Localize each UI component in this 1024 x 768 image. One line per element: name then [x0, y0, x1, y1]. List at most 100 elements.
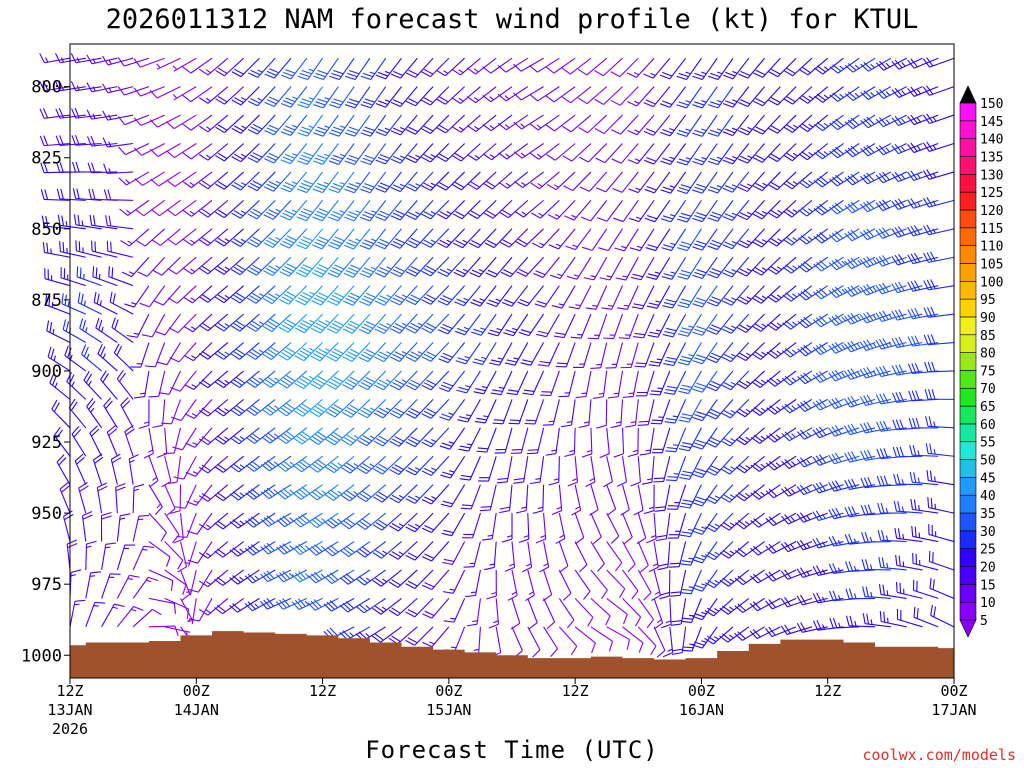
barb-half-feather: [304, 573, 310, 578]
barb-feather: [753, 490, 763, 498]
barb-staff: [224, 86, 245, 105]
barb-feather: [583, 590, 591, 600]
wind-barb: [71, 425, 87, 457]
wind-barb: [490, 370, 513, 396]
wind-barb: [96, 482, 108, 514]
barb-feather: [294, 327, 305, 334]
barb-feather: [407, 609, 418, 615]
barb-feather: [707, 551, 718, 558]
barb-feather: [736, 298, 747, 305]
barb-staff: [131, 256, 150, 277]
wind-barb: [311, 256, 339, 278]
barb-feather: [294, 355, 305, 362]
wind-barb: [421, 512, 450, 533]
barb-staff: [237, 541, 260, 557]
barb-feather: [89, 214, 93, 226]
barb-feather: [215, 240, 225, 247]
barb-feather: [631, 590, 639, 600]
barb-feather: [768, 571, 777, 581]
barb-feather: [765, 545, 774, 554]
barb-feather: [251, 404, 261, 412]
barb-feather: [342, 575, 352, 583]
barb-feather: [317, 375, 328, 383]
barb-staff: [772, 597, 797, 610]
wind-barb: [508, 399, 529, 425]
wind-barb: [573, 342, 592, 368]
barb-half-feather: [88, 380, 92, 386]
barb-feather: [863, 367, 870, 378]
barb-staff: [803, 484, 828, 496]
barb-staff: [430, 86, 450, 106]
barb-feather: [800, 346, 809, 355]
barb-feather: [844, 149, 854, 158]
barb-feather: [277, 437, 287, 445]
wind-barb: [148, 597, 176, 614]
barb-feather: [329, 269, 340, 275]
wind-barb: [72, 161, 102, 173]
wind-barb: [738, 86, 765, 108]
barb-feather: [230, 268, 241, 276]
wind-barb: [630, 456, 641, 487]
barb-half-feather: [731, 269, 737, 273]
barb-staff: [430, 199, 450, 220]
barb-feather: [707, 245, 718, 251]
barb-half-feather: [190, 297, 196, 302]
barb-feather: [664, 359, 676, 364]
barb-half-feather: [139, 392, 146, 395]
barb-staff: [686, 114, 702, 137]
wind-barb: [276, 569, 308, 583]
barb-feather: [645, 247, 656, 252]
barb-feather: [548, 481, 559, 486]
wind-barb: [679, 484, 702, 509]
wind-barb: [442, 569, 466, 594]
wind-barb: [136, 228, 166, 247]
barb-half-feather: [526, 563, 532, 567]
barb-staff: [555, 171, 576, 191]
barb-staff: [304, 313, 323, 334]
barb-half-feather: [321, 518, 326, 523]
barb-staff: [101, 573, 111, 599]
barb-staff: [490, 86, 513, 103]
barb-feather: [390, 271, 401, 278]
barb-feather: [343, 300, 354, 306]
barb-feather: [201, 464, 211, 472]
barb-feather: [263, 489, 273, 498]
barb-feather: [816, 206, 826, 214]
barb-staff: [463, 285, 481, 307]
barb-staff: [207, 57, 229, 76]
barb-feather: [90, 135, 96, 146]
barb-feather: [632, 273, 643, 278]
barb-staff: [687, 342, 702, 366]
barb-feather: [442, 471, 453, 476]
barb-feather: [859, 231, 868, 240]
barb-feather: [678, 215, 690, 220]
barb-feather: [709, 129, 721, 134]
barb-feather: [601, 307, 612, 310]
barb-feather: [831, 260, 840, 269]
barb-staff: [660, 399, 671, 425]
barb-feather: [474, 420, 486, 424]
wind-barb: [312, 228, 339, 250]
wind-barb: [344, 200, 371, 222]
barb-feather: [738, 73, 749, 79]
barb-feather: [627, 129, 638, 136]
barb-half-feather: [776, 322, 782, 327]
barb-feather: [503, 269, 514, 275]
barb-feather: [347, 267, 358, 273]
wind-barb: [797, 256, 829, 273]
barb-feather: [252, 264, 262, 271]
barb-feather: [390, 299, 401, 306]
wind-barb: [692, 541, 718, 564]
barb-feather: [55, 429, 63, 439]
barb-feather: [362, 101, 373, 106]
barb-feather: [670, 623, 682, 626]
barb-staff: [762, 143, 781, 163]
barb-feather: [214, 550, 224, 558]
barb-staff: [142, 171, 165, 186]
barb-half-feather: [869, 564, 873, 570]
barb-staff: [453, 598, 466, 623]
barb-half-feather: [636, 245, 643, 249]
barb-feather: [217, 379, 227, 386]
barb-staff: [791, 256, 813, 274]
wind-barb: [173, 455, 197, 480]
